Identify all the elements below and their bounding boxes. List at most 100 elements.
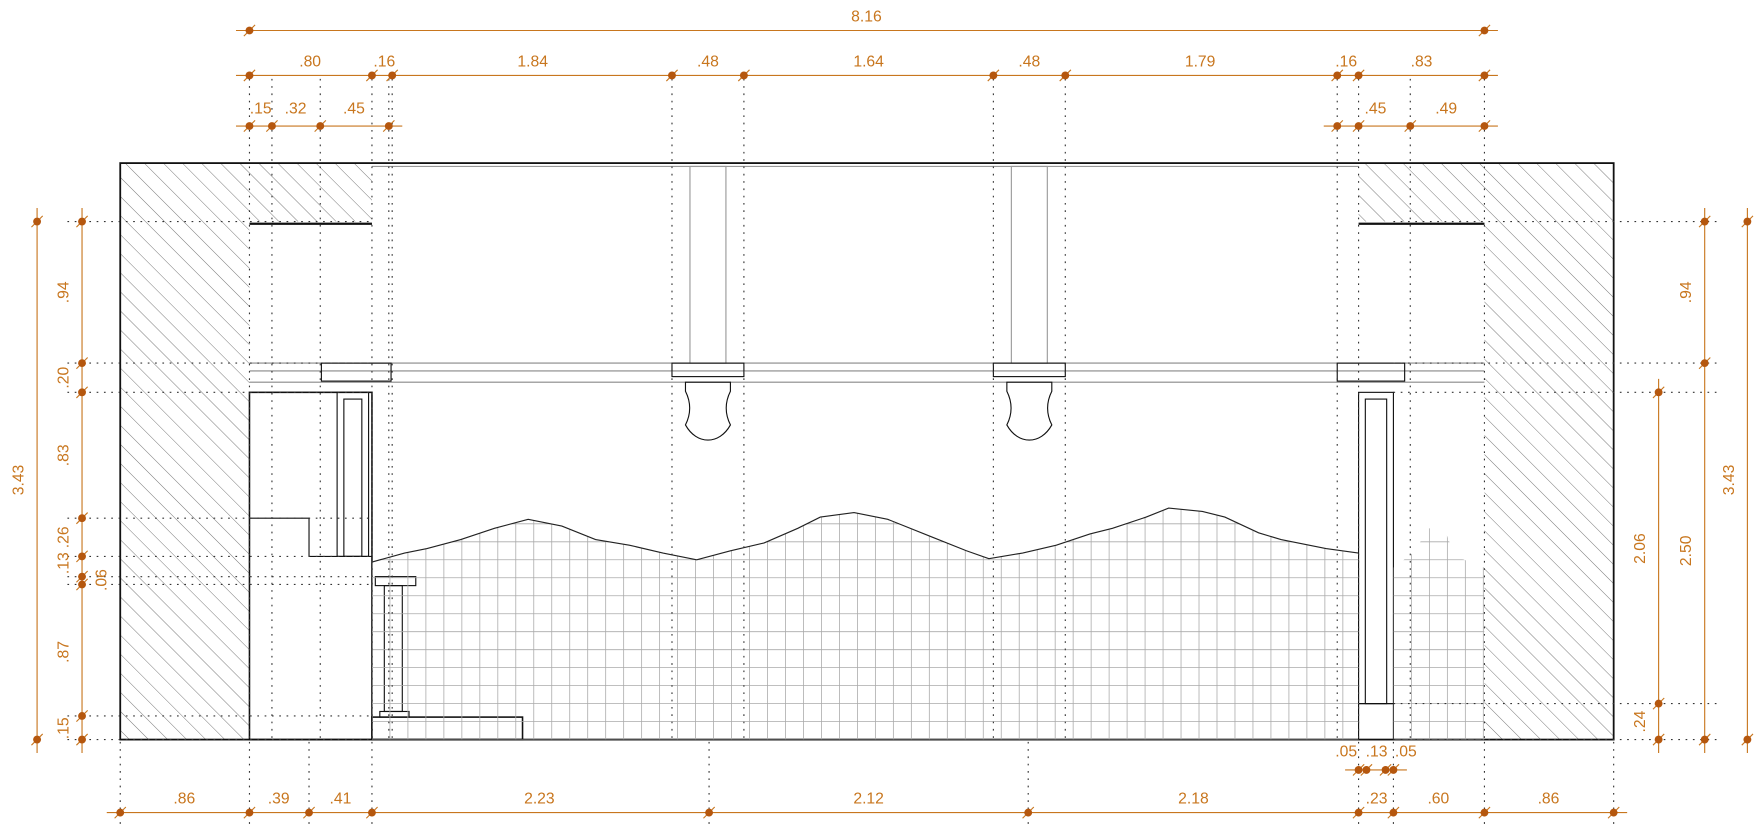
dim-label: .94 [56, 281, 73, 303]
tick-dot [1333, 122, 1342, 130]
tick-dot [1354, 808, 1363, 817]
tick-dot [78, 552, 86, 561]
dim-label: .24 [1632, 710, 1649, 732]
dim-label: .83 [1411, 53, 1433, 70]
dim-label: .39 [268, 791, 290, 808]
right-base [1358, 703, 1394, 741]
dim-label: .05 [1335, 743, 1357, 760]
dim-label: .48 [697, 53, 719, 70]
left-wall [120, 163, 250, 740]
dim-label: .20 [56, 367, 73, 389]
tick-dot [268, 122, 276, 130]
tick-dot [1480, 122, 1489, 130]
tick-dot [78, 572, 86, 581]
tick-dot [368, 808, 376, 817]
tick-dot [33, 735, 42, 744]
tick-dot [1354, 122, 1363, 130]
tick-dot [1406, 122, 1415, 130]
left-lintel [249, 163, 372, 222]
dim-label: 2.06 [1632, 533, 1649, 564]
dim-label: 2.12 [853, 791, 884, 808]
tick-dot [1354, 71, 1363, 80]
pedestal-shaft [383, 585, 403, 713]
corbel [684, 381, 732, 441]
dim-label: .26 [56, 526, 73, 548]
tick-dot [1354, 765, 1363, 774]
tick-dot [78, 580, 86, 589]
dim-label: .86 [1538, 791, 1560, 808]
dim-label: .13 [1366, 743, 1388, 760]
left-jamb [248, 391, 373, 741]
tick-dot [245, 808, 254, 817]
tick-dot [1654, 735, 1663, 744]
dim-label: .45 [1365, 101, 1387, 118]
dim-label: .06 [94, 569, 111, 591]
dim-label: 1.84 [517, 53, 548, 70]
vegetation-grid [1393, 528, 1485, 740]
building [119, 162, 1615, 741]
tick-dot [989, 71, 998, 80]
tick-dot [1700, 359, 1709, 368]
dim-label: .16 [373, 53, 395, 70]
right-column-inner [1364, 398, 1388, 705]
tick-dot [1389, 765, 1398, 774]
tick-dot [1743, 217, 1752, 226]
right-column [1358, 391, 1394, 705]
tick-dot [316, 122, 325, 130]
left-capital [320, 362, 392, 382]
tick-dot [78, 735, 86, 744]
dim-label: .60 [1427, 791, 1449, 808]
dim-label: .41 [330, 791, 352, 808]
pier [689, 165, 727, 364]
tick-dot [1700, 735, 1709, 744]
tick-dot [78, 359, 86, 368]
left-column [336, 391, 370, 557]
right-lintel [1358, 163, 1485, 222]
tick-dot [1480, 26, 1489, 35]
tick-dot [1333, 71, 1342, 80]
tick-dot [1654, 699, 1663, 708]
tick-dot [116, 808, 125, 817]
right-capital [1336, 362, 1406, 382]
tick-dot [1480, 71, 1489, 80]
dim-label: 2.50 [1678, 535, 1695, 566]
tick-dot [305, 808, 313, 817]
tick-dot [245, 122, 254, 130]
dim-label: .45 [343, 101, 365, 118]
tick-dot [245, 26, 254, 35]
tick-dot [245, 71, 254, 80]
dim-label: .80 [299, 53, 321, 70]
tree-line [371, 507, 1359, 563]
tick-dot [1743, 735, 1752, 744]
dim-label: 8.16 [851, 9, 882, 26]
pedestal-base [379, 710, 410, 718]
dim-label: .16 [1335, 53, 1357, 70]
corbel [1006, 381, 1053, 441]
tick-dot [78, 514, 86, 523]
tick-dot [384, 122, 393, 130]
dim-label: .05 [1395, 743, 1417, 760]
dim-label: 3.43 [1721, 464, 1738, 495]
tick-dot [1061, 71, 1070, 80]
tick-dot [368, 71, 376, 80]
dim-label: .86 [173, 791, 195, 808]
dim-label: .13 [56, 552, 73, 574]
tick-dot [705, 808, 714, 817]
tick-dot [1700, 217, 1709, 226]
right-wall [1484, 163, 1614, 740]
dim-label: .23 [1366, 791, 1388, 808]
tick-dot [78, 217, 86, 226]
left-column-inner [343, 398, 363, 557]
capital [992, 362, 1066, 378]
dim-label: .87 [56, 641, 73, 663]
tick-dot [1609, 808, 1618, 817]
dim-label: .49 [1435, 101, 1457, 118]
tick-dot [1381, 765, 1390, 774]
dim-label: .48 [1018, 53, 1040, 70]
dim-label: 3.43 [11, 464, 28, 495]
dim-label: 2.23 [524, 791, 555, 808]
tick-dot [1389, 808, 1398, 817]
stair [249, 517, 372, 557]
dim-label: .83 [56, 444, 73, 466]
